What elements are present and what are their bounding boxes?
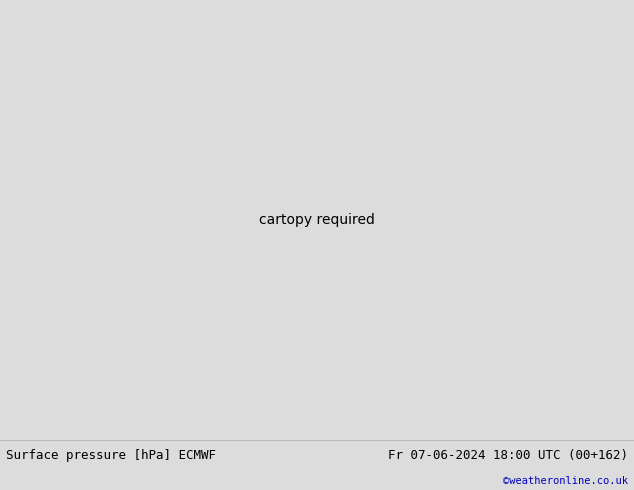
Text: Fr 07-06-2024 18:00 UTC (00+162): Fr 07-06-2024 18:00 UTC (00+162)	[387, 448, 628, 462]
Text: ©weatheronline.co.uk: ©weatheronline.co.uk	[503, 476, 628, 486]
Text: Surface pressure [hPa] ECMWF: Surface pressure [hPa] ECMWF	[6, 448, 216, 462]
Text: cartopy required: cartopy required	[259, 213, 375, 227]
